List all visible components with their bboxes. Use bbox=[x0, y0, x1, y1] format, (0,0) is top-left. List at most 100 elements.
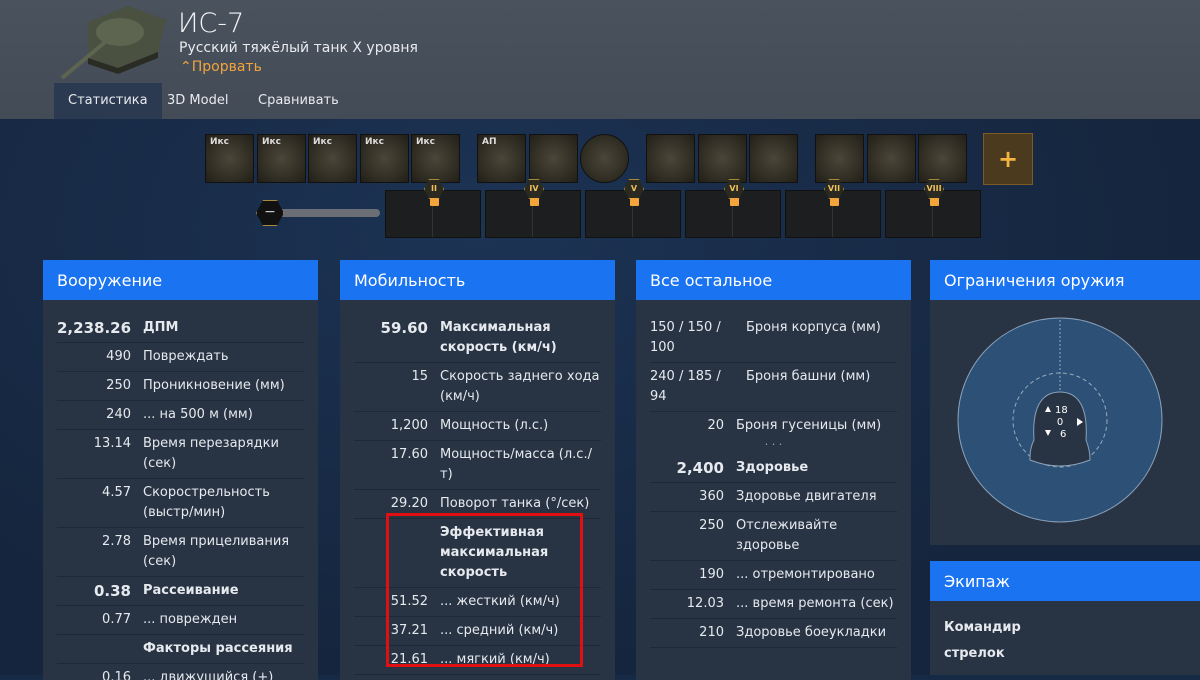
stat-value: 360 bbox=[699, 489, 724, 504]
stat-value: 37.21 bbox=[390, 623, 428, 638]
tab-statistics[interactable]: Статистика bbox=[54, 83, 162, 119]
stat-value: 29.20 bbox=[390, 496, 428, 511]
stat-value: 190 bbox=[699, 567, 724, 582]
stat-value: 240 bbox=[106, 407, 131, 422]
equipment-slot-1[interactable] bbox=[646, 134, 695, 183]
add-button[interactable]: + bbox=[983, 133, 1033, 185]
module-turret[interactable]: Икс bbox=[257, 134, 306, 183]
lock-icon bbox=[430, 198, 439, 206]
stat-value: 250 bbox=[699, 518, 724, 533]
arrow-up-icon bbox=[1045, 406, 1051, 412]
stat-value: 150 / 150 / 100 bbox=[650, 320, 721, 355]
highlight-box bbox=[386, 513, 583, 667]
field-mod-tier-2[interactable]: II bbox=[385, 179, 481, 238]
panel-title: Вооружение bbox=[43, 260, 318, 300]
stat-label: ... на 500 м (мм) bbox=[143, 407, 253, 422]
tab-3d-model[interactable]: 3D Model bbox=[167, 93, 229, 108]
stat-label: Мощность (л.с.) bbox=[440, 418, 549, 433]
stat-label: Поворот танка (°/сек) bbox=[440, 496, 590, 511]
stat-value: 250 bbox=[106, 378, 131, 393]
stat-label: Эффективная максимальная скорость bbox=[440, 525, 549, 580]
stat-row: 4.57 Скорострельность (выстр/мин) bbox=[57, 479, 304, 528]
stat-label: Мощность/масса (л.с./т) bbox=[440, 447, 592, 482]
double-chevron-up-icon: ⌃ bbox=[180, 59, 192, 75]
panel-title: Мобильность bbox=[340, 260, 615, 300]
field-mod-tier-6[interactable]: VI bbox=[685, 179, 781, 238]
stat-row: 250 Проникновение (мм) bbox=[57, 372, 304, 401]
lock-icon bbox=[630, 198, 639, 206]
stat-label: ... жесткий (км/ч) bbox=[440, 594, 560, 609]
stat-label: ... отремонтировано bbox=[736, 567, 875, 582]
stat-label: Скорострельность (выстр/мин) bbox=[143, 485, 270, 520]
stat-label: Броня башни (мм) bbox=[746, 369, 871, 384]
tank-header: ИС-7 Русский тяжёлый танк X уровня ⌃Прор… bbox=[0, 0, 1200, 119]
more-indicator[interactable]: · · · bbox=[764, 438, 783, 451]
module-suspension[interactable]: Икс bbox=[360, 134, 409, 183]
stat-value: 0.38 bbox=[93, 582, 131, 600]
field-mod-slider[interactable] bbox=[270, 209, 380, 217]
panel-title: Все остальное bbox=[636, 260, 911, 300]
module-gun[interactable]: Икс bbox=[205, 134, 254, 183]
stat-row: 0.16 ... движущийся (+) bbox=[57, 664, 304, 680]
tank-role[interactable]: ⌃Прорвать bbox=[180, 59, 262, 75]
stat-row: 0.38 Рассеивание bbox=[57, 577, 304, 606]
stat-row: 0.77 ... поврежден bbox=[57, 606, 304, 635]
crew-member: Командир bbox=[944, 620, 1021, 635]
depression-value: 6 bbox=[1060, 429, 1066, 440]
stat-row: 210 Здоровье боеукладки bbox=[650, 619, 897, 648]
armament-panel: Вооружение 2,238.26 ДПМ 490 Повреждать 250 Пр… bbox=[43, 260, 318, 680]
stat-value: 0.16 bbox=[102, 670, 131, 680]
lock-icon bbox=[930, 198, 939, 206]
stat-value: 13.14 bbox=[93, 436, 131, 451]
stat-value: 2,238.26 bbox=[57, 319, 132, 337]
equipment-slot-4[interactable] bbox=[815, 134, 864, 183]
equipment-slot-6[interactable] bbox=[918, 134, 967, 183]
crew-member: стрелок bbox=[944, 646, 1005, 661]
module-engine[interactable]: Икс bbox=[308, 134, 357, 183]
stat-row: 15 Скорость заднего хода (км/ч) bbox=[354, 363, 601, 412]
consumable-slot[interactable] bbox=[529, 134, 578, 183]
stat-row: 240 ... на 500 м (мм) bbox=[57, 401, 304, 430]
stat-value: 51.52 bbox=[390, 594, 428, 609]
crew-skill-slot[interactable] bbox=[580, 134, 629, 183]
stat-value bbox=[57, 639, 143, 659]
field-mod-tier-7[interactable]: VII bbox=[785, 179, 881, 238]
equipment-slot-3[interactable] bbox=[749, 134, 798, 183]
lock-icon bbox=[730, 198, 739, 206]
crew-panel: Экипаж Командир стрелок bbox=[930, 561, 1200, 675]
stat-row: 150 / 150 / 100 Броня корпуса (мм) bbox=[650, 314, 897, 363]
stat-row: 360 Здоровье двигателя bbox=[650, 483, 897, 512]
stat-label: ... поврежден bbox=[143, 612, 238, 627]
field-mod-tier-5[interactable]: V bbox=[585, 179, 681, 238]
module-radio[interactable]: Икс bbox=[411, 134, 460, 183]
stat-row: 2,238.26 ДПМ bbox=[57, 314, 304, 343]
stat-value: 12.03 bbox=[686, 596, 724, 611]
equipment-slot-5[interactable] bbox=[867, 134, 916, 183]
traverse-value: 0 bbox=[1057, 417, 1063, 428]
stat-row: 250 Отслеживайте здоровье bbox=[650, 512, 897, 561]
arrow-down-icon bbox=[1045, 430, 1051, 436]
stat-row: 490 Повреждать bbox=[57, 343, 304, 372]
equipment-slot-2[interactable] bbox=[698, 134, 747, 183]
field-mod-tier-8[interactable]: VIII bbox=[885, 179, 981, 238]
stat-value: 0.77 bbox=[102, 612, 131, 627]
field-mod-tier-4[interactable]: IV bbox=[485, 179, 581, 238]
stat-label: Проникновение (мм) bbox=[143, 378, 285, 393]
stat-row: 51.52 ... жесткий (км/ч) bbox=[354, 588, 601, 617]
stat-value: 21.61 bbox=[390, 652, 428, 667]
ammo-slot[interactable]: АП bbox=[477, 134, 526, 183]
stat-label: Броня корпуса (мм) bbox=[746, 320, 881, 335]
gun-arc-diagram: 18 0 6 bbox=[957, 317, 1163, 523]
stat-value: 210 bbox=[699, 625, 724, 640]
tank-subtitle: Русский тяжёлый танк X уровня bbox=[179, 40, 418, 56]
stat-row: 37.21 ... средний (км/ч) bbox=[354, 617, 601, 646]
elevation-value: 18 bbox=[1055, 405, 1068, 416]
stat-label: Здоровье боеукладки bbox=[736, 625, 887, 640]
stat-label: Скорость заднего хода (км/ч) bbox=[440, 369, 600, 404]
stat-row: 240 / 185 / 94 Броня башни (мм) bbox=[650, 363, 897, 412]
stat-label: Рассеивание bbox=[143, 583, 239, 598]
stat-label: ДПМ bbox=[143, 320, 179, 335]
lock-icon bbox=[530, 198, 539, 206]
tab-compare[interactable]: Сравнивать bbox=[258, 93, 339, 108]
stat-row: 2.78 Время прицеливания (сек) bbox=[57, 528, 304, 577]
